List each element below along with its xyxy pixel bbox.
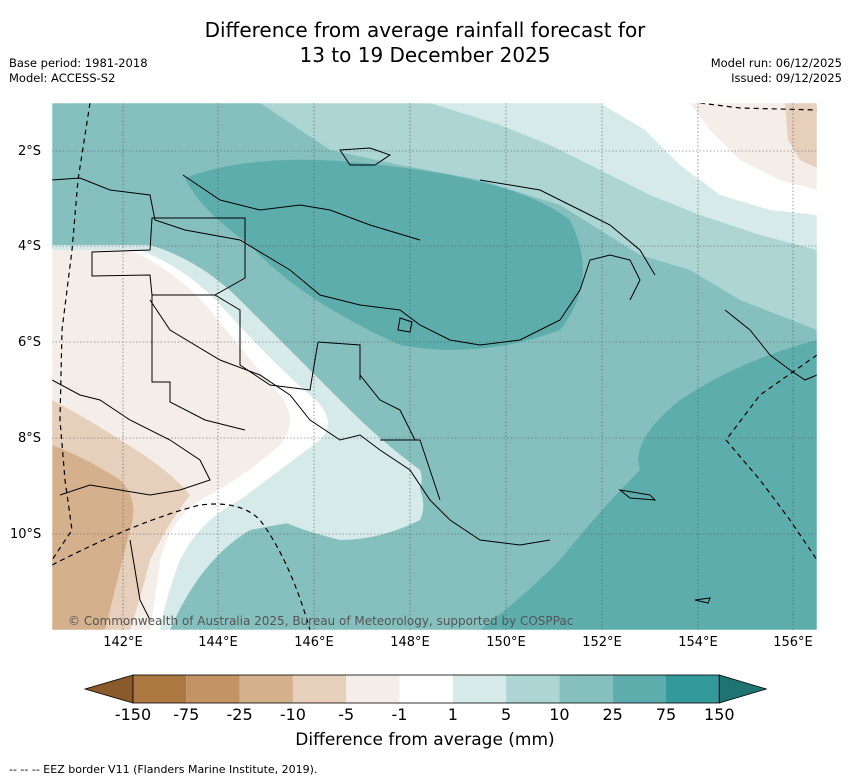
colorbar-tick-label: -150 bbox=[114, 705, 152, 724]
title-line-2: 13 to 19 December 2025 bbox=[299, 43, 551, 67]
admin-borders bbox=[91, 217, 441, 501]
colorbar-tick-label: -75 bbox=[173, 705, 200, 724]
contour-25-75-southeast bbox=[480, 340, 817, 630]
rainfall-contours bbox=[52, 103, 817, 630]
contour-dry-north bbox=[690, 103, 817, 190]
colorbar-segment bbox=[133, 675, 187, 703]
contour-dry-north-2 bbox=[785, 103, 817, 168]
lon-label-144e: 144°E bbox=[198, 635, 238, 650]
map-frame bbox=[51, 102, 818, 631]
colorbar-segment bbox=[612, 675, 666, 703]
colorbar-tick-label: 75 bbox=[655, 705, 677, 724]
map-title: Difference from average rainfall forecas… bbox=[0, 18, 850, 68]
colorbar-tick-label: -10 bbox=[279, 705, 306, 724]
copyright-notice: © Commonwealth of Australia 2025, Bureau… bbox=[68, 614, 574, 628]
colorbar-tick-label: 5 bbox=[501, 705, 512, 724]
lon-label-152e: 152°E bbox=[582, 635, 622, 650]
colorbar-title: Difference from average (mm) bbox=[295, 730, 555, 750]
meta-right: Model run: 06/12/2025 Issued: 09/12/2025 bbox=[711, 56, 842, 86]
colorbar-tick-label: 25 bbox=[602, 705, 623, 724]
model-run: Model run: 06/12/2025 bbox=[710, 56, 842, 70]
base-period: Base period: 1981-2018 bbox=[9, 56, 148, 70]
colorbar-tick-label: -25 bbox=[226, 705, 253, 724]
coastlines bbox=[52, 147, 817, 621]
colorbar-segment bbox=[506, 675, 560, 703]
colorbar-tick-label: 10 bbox=[549, 705, 570, 724]
lon-label-156e: 156°E bbox=[773, 635, 813, 650]
meta-left: Base period: 1981-2018 Model: ACCESS-S2 bbox=[9, 56, 148, 86]
lat-label-4s: 4°S bbox=[18, 239, 42, 254]
eez-borders bbox=[52, 103, 817, 630]
lat-label-8s: 8°S bbox=[18, 431, 42, 446]
lon-label-154e: 154°E bbox=[678, 635, 718, 650]
eez-footnote: -- -- -- EEZ border V11 (Flanders Marine… bbox=[9, 763, 318, 776]
model-name: Model: ACCESS-S2 bbox=[9, 71, 116, 85]
colorbar-tick-label: -5 bbox=[338, 705, 355, 724]
lat-label-2s: 2°S bbox=[18, 144, 42, 159]
colorbar-segment bbox=[239, 675, 293, 703]
title-line-1: Difference from average rainfall forecas… bbox=[204, 18, 646, 42]
colorbar-outline bbox=[132, 674, 720, 704]
lon-label-142e: 142°E bbox=[103, 635, 143, 650]
lon-label-150e: 150°E bbox=[486, 635, 526, 650]
lon-label-148e: 148°E bbox=[390, 635, 430, 650]
lon-label-146e: 146°E bbox=[294, 635, 334, 650]
lat-label-10s: 10°S bbox=[10, 527, 42, 542]
colorbar-segment bbox=[666, 675, 720, 703]
colorbar-segment bbox=[292, 675, 347, 703]
colorbar-segment bbox=[399, 675, 453, 703]
colorbar-tick-label: 1 bbox=[447, 705, 458, 724]
colorbar-segment bbox=[186, 675, 240, 703]
colorbar bbox=[83, 674, 768, 704]
colorbar-segment bbox=[559, 675, 613, 703]
contour-1-5-central bbox=[280, 420, 424, 540]
colorbar-max-arrow bbox=[718, 674, 768, 704]
colorbar-segment bbox=[452, 675, 507, 703]
lat-label-6s: 6°S bbox=[18, 335, 42, 350]
colorbar-tick-label: 150 bbox=[704, 705, 735, 724]
colorbar-segment bbox=[346, 675, 400, 703]
colorbar-min-arrow bbox=[83, 674, 134, 704]
issued-date: Issued: 09/12/2025 bbox=[731, 71, 842, 85]
colorbar-tick-label: -1 bbox=[391, 705, 408, 724]
